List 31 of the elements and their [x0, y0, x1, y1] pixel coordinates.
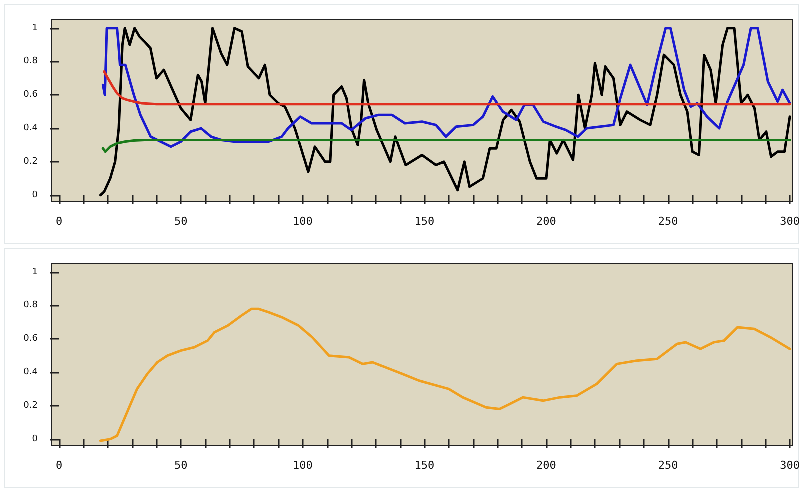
x-tick-label: 100 [292, 215, 313, 228]
line-series [102, 138, 792, 154]
y-tick-label: 0.2 [24, 156, 38, 167]
line-series [103, 70, 792, 106]
y-tick-label: 0.8 [24, 300, 38, 311]
x-tick-label: 300 [780, 215, 800, 228]
y-tick-label: 0.6 [24, 90, 38, 100]
line-series [99, 308, 792, 442]
y-tick-label: 0 [32, 190, 38, 200]
y-tick-label: 0.4 [24, 124, 38, 134]
x-tick-label: 150 [414, 215, 435, 228]
x-tick-label: 250 [658, 215, 678, 228]
y-tick-label: 0 [32, 434, 38, 444]
y-tick-label: 1 [32, 23, 38, 34]
y-tick-label: 0.8 [24, 56, 38, 67]
x-tick-label: 0 [56, 215, 63, 228]
x-tick-label: 250 [658, 459, 678, 472]
x-tick-label: 200 [536, 215, 556, 228]
x-tick-label: 200 [536, 459, 556, 472]
x-tick-label: 50 [174, 459, 188, 472]
y-tick-label: 0.2 [24, 400, 38, 411]
x-tick-label: 300 [780, 459, 800, 472]
y-tick-label: 0.6 [24, 334, 38, 344]
x-tick-label: 0 [56, 459, 63, 472]
x-tick-label: 150 [414, 459, 435, 472]
x-tick-label: 100 [292, 459, 313, 472]
line-series [99, 27, 792, 197]
x-tick-label: 50 [174, 215, 188, 228]
line-series [102, 27, 792, 148]
y-tick-label: 0.4 [24, 368, 38, 378]
y-tick-label: 1 [32, 267, 38, 278]
